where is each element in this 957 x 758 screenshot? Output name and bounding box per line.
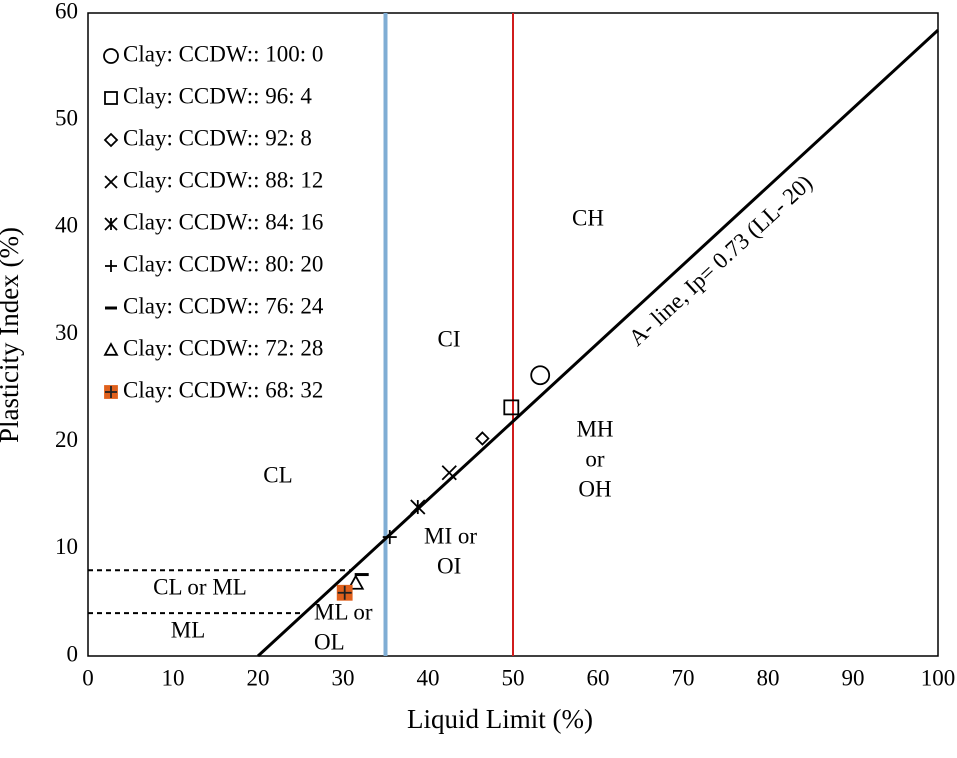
zone-label: CH bbox=[572, 205, 604, 230]
x-axis-label: Liquid Limit (%) bbox=[407, 704, 593, 734]
y-tick-label: 0 bbox=[67, 641, 79, 666]
circle bbox=[530, 365, 551, 386]
marker bbox=[441, 465, 457, 481]
diamond bbox=[475, 431, 490, 446]
marker bbox=[530, 365, 551, 386]
x-tick-label: 80 bbox=[757, 665, 780, 690]
zone-label: CI bbox=[438, 326, 461, 351]
marker bbox=[410, 499, 426, 515]
x-tick-label: 40 bbox=[417, 665, 440, 690]
zone-label: CL bbox=[263, 462, 292, 487]
zone-label: OL bbox=[314, 629, 345, 654]
zone-label: OH bbox=[578, 476, 611, 501]
y-tick-label: 40 bbox=[55, 213, 78, 238]
marker bbox=[104, 217, 118, 231]
marker bbox=[103, 342, 119, 356]
x-tick-label: 0 bbox=[82, 665, 94, 690]
legend-label: Clay: CCDW:: 92: 8 bbox=[123, 125, 312, 150]
x-tick-label: 50 bbox=[502, 665, 525, 690]
legend-label: Clay: CCDW:: 100: 0 bbox=[123, 41, 323, 66]
marker bbox=[104, 91, 118, 105]
marker bbox=[103, 132, 119, 148]
x-tick-label: 60 bbox=[587, 665, 610, 690]
marker bbox=[382, 530, 397, 545]
legend-label: Clay: CCDW:: 88: 12 bbox=[123, 167, 323, 192]
stroke bbox=[441, 465, 457, 481]
zone-label: ML or bbox=[314, 599, 373, 624]
y-tick-label: 50 bbox=[55, 105, 78, 130]
x-tick-label: 90 bbox=[842, 665, 865, 690]
y-axis-label: Plasticity Index (%) bbox=[0, 227, 24, 443]
legend-label: Clay: CCDW:: 84: 16 bbox=[123, 209, 323, 234]
square bbox=[503, 399, 520, 416]
zone-label: MH bbox=[576, 416, 613, 441]
marker bbox=[347, 574, 365, 590]
x-tick-label: 20 bbox=[247, 665, 270, 690]
zone-label: CL or ML bbox=[153, 574, 247, 599]
square bbox=[104, 91, 118, 105]
marker bbox=[104, 175, 118, 189]
stroke bbox=[104, 175, 118, 189]
legend-label: Clay: CCDW:: 72: 28 bbox=[123, 335, 323, 360]
x-tick-label: 10 bbox=[162, 665, 185, 690]
zone-label: or bbox=[585, 446, 605, 471]
legend-label: Clay: CCDW:: 96: 4 bbox=[123, 83, 312, 108]
zone-label: OI bbox=[437, 553, 461, 578]
marker bbox=[336, 584, 353, 601]
triangle bbox=[103, 342, 119, 356]
x-tick-label: 70 bbox=[672, 665, 695, 690]
marker bbox=[475, 431, 490, 446]
marker bbox=[104, 385, 118, 399]
legend-label: Clay: CCDW:: 80: 20 bbox=[123, 251, 323, 276]
circle bbox=[103, 48, 119, 64]
x-tick-label: 30 bbox=[332, 665, 355, 690]
legend-label: Clay: CCDW:: 76: 24 bbox=[123, 293, 324, 318]
a-line bbox=[256, 29, 940, 658]
diamond bbox=[103, 132, 119, 148]
marker bbox=[103, 48, 119, 64]
y-tick-label: 60 bbox=[55, 0, 78, 23]
x-tick-label: 100 bbox=[921, 665, 956, 690]
legend-label: Clay: CCDW:: 68: 32 bbox=[123, 377, 323, 402]
marker bbox=[105, 260, 117, 272]
y-tick-label: 20 bbox=[55, 427, 78, 452]
zone-label: ML bbox=[171, 617, 206, 642]
marker bbox=[503, 399, 520, 416]
zone-label: MI or bbox=[424, 523, 477, 548]
triangle bbox=[347, 574, 365, 590]
y-tick-label: 10 bbox=[55, 534, 78, 559]
a-line-label: A- line, Ip= 0.73 (LL- 20) bbox=[624, 170, 817, 351]
y-tick-label: 30 bbox=[55, 320, 78, 345]
